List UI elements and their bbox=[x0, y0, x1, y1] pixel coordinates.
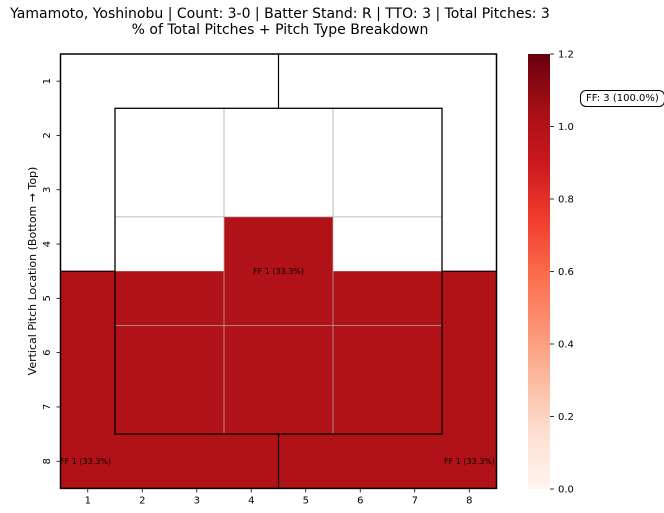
x-tick-label: 4 bbox=[248, 495, 254, 506]
cell-label: FF 1 (33.3%) bbox=[444, 457, 495, 466]
plot-area: FF 1 (33.3%) FF 1 (33.3%) FF 1 (33.3%) 1 2 3 4… bbox=[26, 53, 498, 506]
x-tick-label: 2 bbox=[139, 495, 145, 506]
colorbar-gradient bbox=[528, 54, 550, 489]
cell-label: FF 1 (33.3%) bbox=[253, 267, 304, 276]
heat-cell-shadow-bottom-left bbox=[60, 271, 279, 489]
y-tick-label: 7 bbox=[42, 404, 53, 410]
colorbar: 0.0 0.2 0.4 0.6 0.8 1.0 1.2 bbox=[528, 50, 574, 496]
colorbar-tick-label: 0.6 bbox=[558, 267, 574, 278]
y-tick-label: 1 bbox=[42, 78, 53, 84]
colorbar-tick-label: 0.8 bbox=[558, 195, 574, 206]
x-tick-label: 8 bbox=[466, 495, 472, 506]
y-tick-label: 3 bbox=[42, 187, 53, 193]
x-tick-label: 7 bbox=[412, 495, 418, 506]
chart-subtitle: % of Total Pitches + Pitch Type Breakdow… bbox=[131, 22, 429, 38]
colorbar-tick-label: 0.2 bbox=[558, 412, 574, 423]
colorbar-tick-label: 0.0 bbox=[558, 485, 574, 496]
chart-title: Yamamoto, Yoshinobu | Count: 3-0 | Batte… bbox=[10, 6, 550, 22]
heat-cell-shadow-bottom-right bbox=[278, 271, 497, 489]
x-tick-label: 3 bbox=[194, 495, 200, 506]
y-tick-label: 4 bbox=[42, 241, 53, 247]
colorbar-tick-label: 1.2 bbox=[558, 50, 574, 61]
cell-label: FF 1 (33.3%) bbox=[60, 457, 111, 466]
y-tick-label: 5 bbox=[42, 295, 53, 301]
pitch-summary-box: FF: 3 (100.0%) bbox=[580, 90, 664, 107]
y-axis-label: Vertical Pitch Location (Bottom → Top) bbox=[26, 167, 39, 376]
x-tick-label: 6 bbox=[357, 495, 363, 506]
plot-frame bbox=[59, 53, 498, 490]
y-tick-label: 2 bbox=[42, 132, 53, 138]
x-tick-label: 1 bbox=[85, 495, 91, 506]
y-tick-label: 6 bbox=[42, 349, 53, 355]
colorbar-tick-label: 1.0 bbox=[558, 122, 574, 133]
y-tick-label: 8 bbox=[42, 458, 53, 464]
x-tick-label: 5 bbox=[303, 495, 309, 506]
colorbar-tick-label: 0.4 bbox=[558, 340, 574, 351]
